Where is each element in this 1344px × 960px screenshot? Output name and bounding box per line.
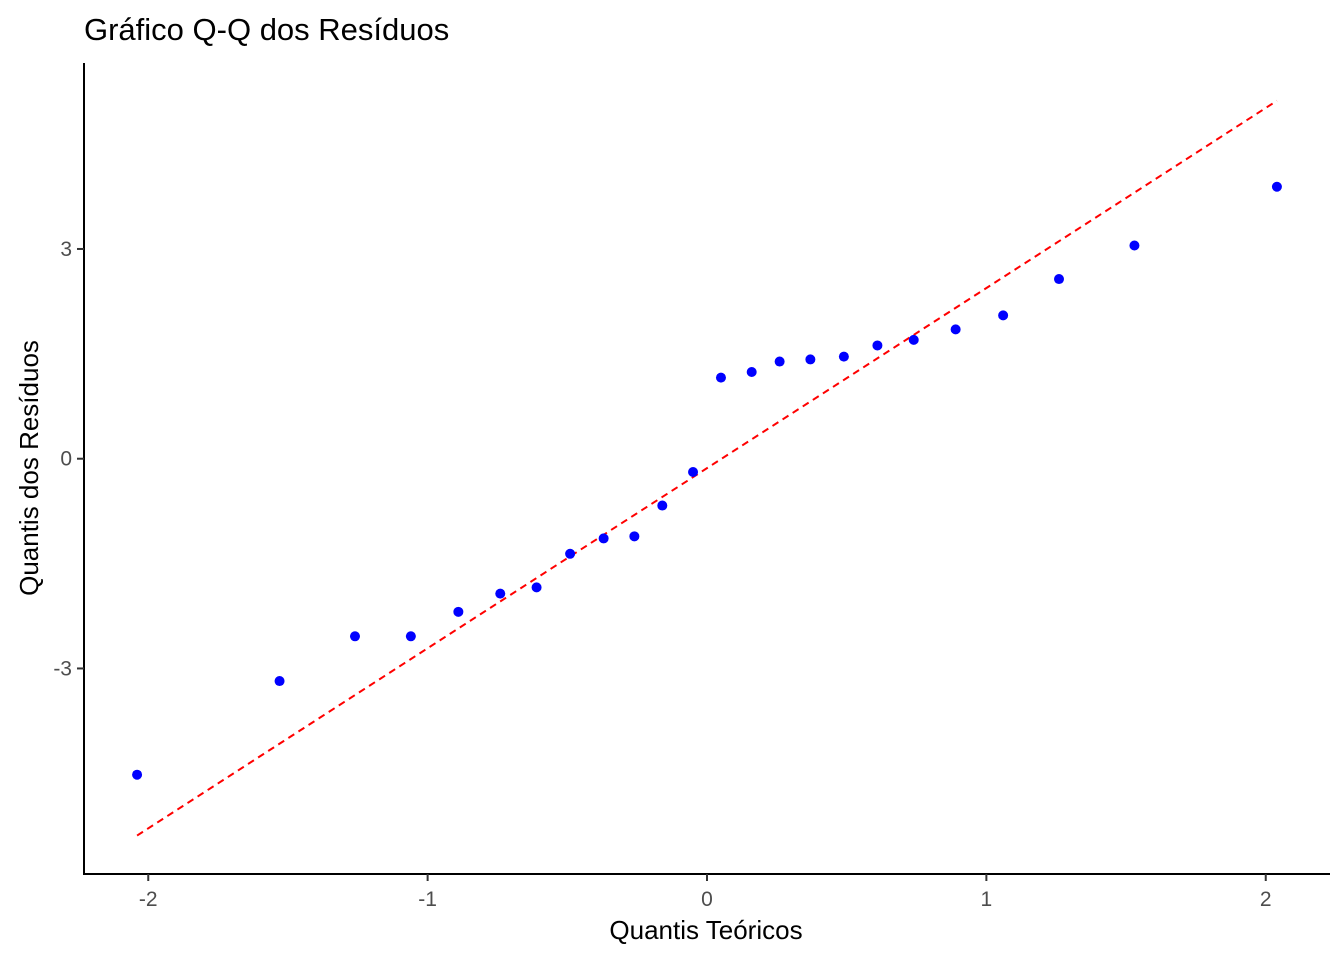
x-axis-title: Quantis Teóricos [609, 915, 802, 945]
data-point [805, 354, 816, 365]
chart-title: Gráfico Q-Q dos Resíduos [84, 12, 449, 47]
data-point [774, 356, 785, 367]
y-tick-label: 0 [60, 448, 72, 471]
data-point [838, 351, 849, 362]
data-point [872, 340, 883, 351]
data-point [1054, 274, 1065, 285]
data-point [1271, 181, 1282, 192]
data-point [598, 533, 609, 544]
y-tick-label: 3 [60, 238, 72, 261]
data-point [132, 769, 143, 780]
x-tick-label: -1 [418, 888, 437, 911]
reference-line [136, 99, 1278, 837]
data-point [657, 500, 668, 511]
data-point [1129, 240, 1140, 251]
data-point [565, 548, 576, 559]
data-point [531, 582, 542, 593]
x-tick-label: 1 [981, 888, 993, 911]
y-tick-label: -3 [53, 657, 72, 680]
data-point [908, 334, 919, 345]
data-point [405, 631, 416, 642]
data-point [950, 324, 961, 335]
y-axis-title: Quantis dos Resíduos [14, 340, 44, 596]
data-point [629, 531, 640, 542]
plot-area [132, 99, 1282, 837]
data-point [746, 367, 757, 378]
data-point [349, 631, 360, 642]
points-layer [132, 181, 1282, 780]
data-point [715, 372, 726, 383]
reference-line-layer [136, 99, 1278, 837]
x-tick-label: 2 [1260, 888, 1272, 911]
data-point [998, 310, 1009, 321]
x-tick-label: -2 [139, 888, 158, 911]
data-point [688, 466, 699, 477]
x-axis-ticks: -2 -1 0 1 2 [139, 874, 1272, 911]
data-point [274, 676, 285, 687]
y-axis-ticks: -3 0 3 [53, 238, 84, 680]
data-point [495, 588, 506, 599]
data-point [453, 606, 464, 617]
x-tick-label: 0 [701, 888, 713, 911]
